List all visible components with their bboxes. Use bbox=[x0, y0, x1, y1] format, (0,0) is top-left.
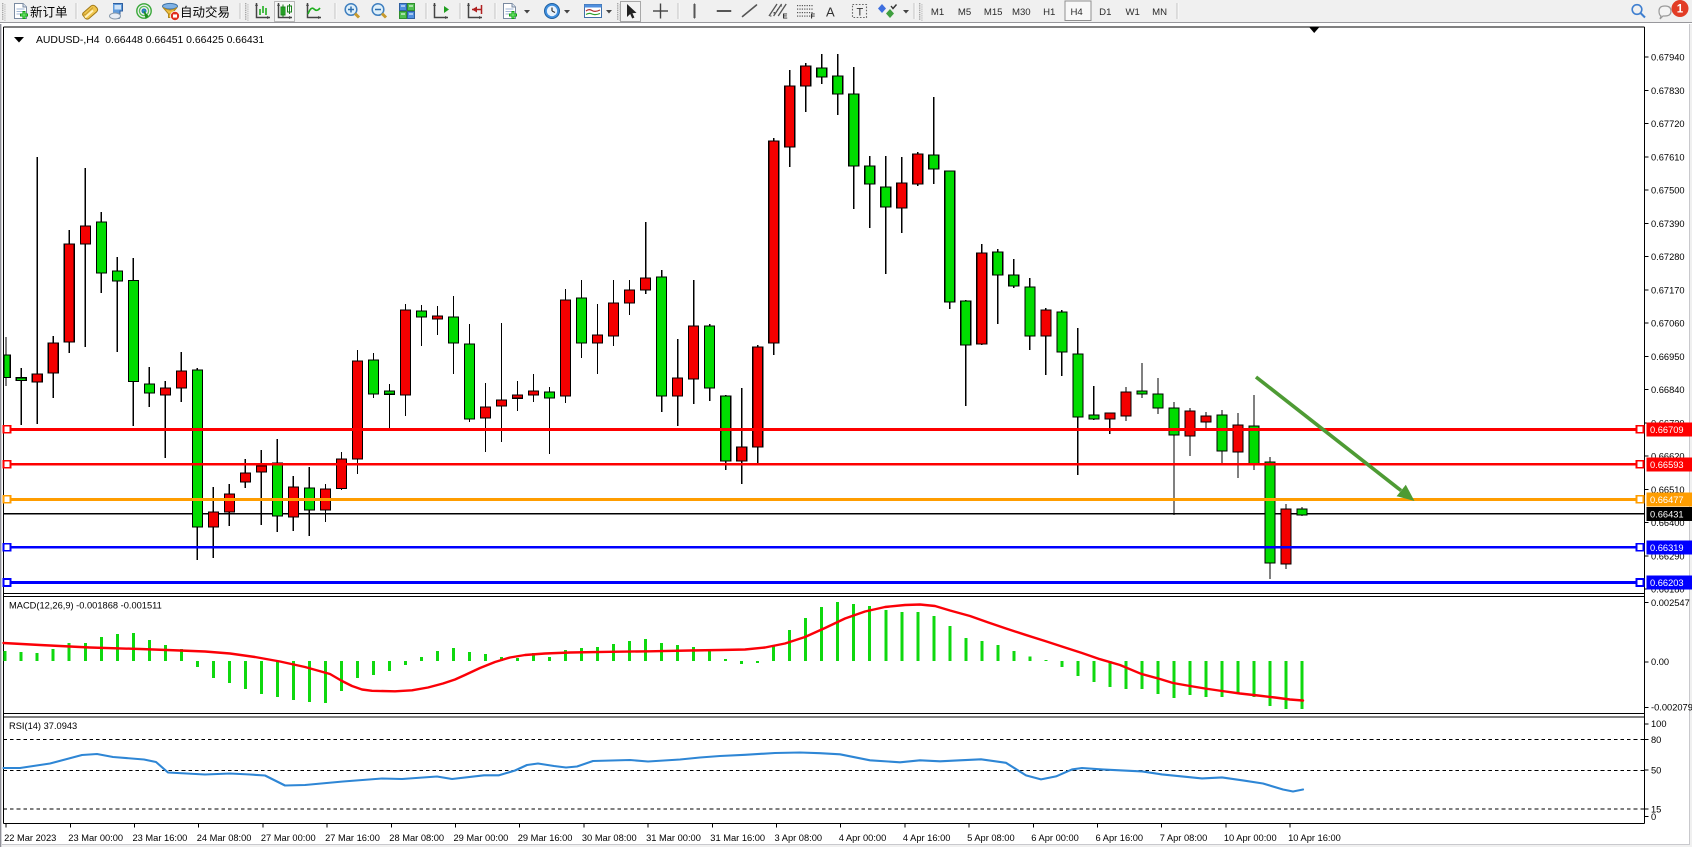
svg-text:0.67610: 0.67610 bbox=[1651, 152, 1685, 162]
svg-text:29 Mar 00:00: 29 Mar 00:00 bbox=[454, 833, 509, 843]
svg-text:1: 1 bbox=[1677, 4, 1684, 16]
svg-text:0.66290: 0.66290 bbox=[1651, 551, 1685, 561]
svg-text:0: 0 bbox=[1651, 812, 1656, 822]
svg-text:0.67280: 0.67280 bbox=[1651, 252, 1685, 262]
svg-text:M5: M5 bbox=[958, 7, 971, 18]
svg-text:0.67060: 0.67060 bbox=[1651, 319, 1685, 329]
svg-text:0.67720: 0.67720 bbox=[1651, 119, 1685, 129]
svg-text:80: 80 bbox=[1651, 735, 1661, 745]
svg-text:RSI(14) 37.0943: RSI(14) 37.0943 bbox=[9, 721, 77, 731]
svg-text:D1: D1 bbox=[1099, 7, 1111, 18]
svg-text:23 Mar 16:00: 23 Mar 16:00 bbox=[133, 833, 188, 843]
svg-text:10 Apr 00:00: 10 Apr 00:00 bbox=[1224, 833, 1277, 843]
svg-text:0.66477: 0.66477 bbox=[1650, 495, 1684, 505]
svg-text:30 Mar 08:00: 30 Mar 08:00 bbox=[582, 833, 637, 843]
svg-text:4 Apr 00:00: 4 Apr 00:00 bbox=[839, 833, 887, 843]
svg-text:MACD(12,26,9) -0.001868 -0.001: MACD(12,26,9) -0.001868 -0.001511 bbox=[9, 601, 162, 611]
svg-text:100: 100 bbox=[1651, 719, 1667, 729]
svg-text:6 Apr 00:00: 6 Apr 00:00 bbox=[1031, 833, 1079, 843]
svg-text:0.66431: 0.66431 bbox=[1650, 509, 1684, 519]
svg-text:0.66709: 0.66709 bbox=[1650, 425, 1684, 435]
svg-text:AUDUSD-,H4 0.66448 0.66451 0.: AUDUSD-,H4 0.66448 0.66451 0.66425 0.664… bbox=[36, 35, 264, 46]
svg-text:0.67940: 0.67940 bbox=[1651, 53, 1685, 63]
svg-text:0.66620: 0.66620 bbox=[1651, 452, 1685, 462]
svg-text:M30: M30 bbox=[1012, 7, 1031, 18]
svg-text:A: A bbox=[826, 5, 835, 20]
svg-text:新订单: 新订单 bbox=[30, 5, 68, 20]
svg-text:0.00: 0.00 bbox=[1651, 657, 1669, 667]
svg-text:0.66203: 0.66203 bbox=[1650, 578, 1684, 588]
svg-text:M15: M15 bbox=[984, 7, 1003, 18]
svg-text:50: 50 bbox=[1651, 766, 1661, 776]
svg-text:自动交易: 自动交易 bbox=[180, 5, 230, 20]
svg-text:T: T bbox=[857, 7, 864, 19]
svg-text:0.66400: 0.66400 bbox=[1651, 518, 1685, 528]
svg-text:22 Mar 2023: 22 Mar 2023 bbox=[4, 833, 56, 843]
svg-text:0.66319: 0.66319 bbox=[1650, 543, 1684, 553]
svg-text:0.66510: 0.66510 bbox=[1651, 485, 1685, 495]
svg-text:MN: MN bbox=[1152, 7, 1167, 18]
svg-text:E: E bbox=[783, 12, 788, 21]
svg-text:4 Apr 16:00: 4 Apr 16:00 bbox=[903, 833, 951, 843]
svg-text:0.67500: 0.67500 bbox=[1651, 186, 1685, 196]
svg-text:0.66950: 0.66950 bbox=[1651, 352, 1685, 362]
svg-text:28 Mar 08:00: 28 Mar 08:00 bbox=[389, 833, 444, 843]
svg-text:27 Mar 16:00: 27 Mar 16:00 bbox=[325, 833, 380, 843]
svg-text:0.67170: 0.67170 bbox=[1651, 285, 1685, 295]
svg-text:0.67390: 0.67390 bbox=[1651, 219, 1685, 229]
svg-text:31 Mar 16:00: 31 Mar 16:00 bbox=[710, 833, 765, 843]
svg-text:23 Mar 00:00: 23 Mar 00:00 bbox=[68, 833, 123, 843]
svg-text:27 Mar 00:00: 27 Mar 00:00 bbox=[261, 833, 316, 843]
svg-text:31 Mar 00:00: 31 Mar 00:00 bbox=[646, 833, 701, 843]
svg-text:6 Apr 16:00: 6 Apr 16:00 bbox=[1096, 833, 1144, 843]
svg-text:0.66840: 0.66840 bbox=[1651, 385, 1685, 395]
svg-text:-0.002079: -0.002079 bbox=[1651, 703, 1692, 713]
svg-text:15: 15 bbox=[1651, 804, 1661, 814]
svg-text:0.66593: 0.66593 bbox=[1650, 460, 1684, 470]
svg-text:H1: H1 bbox=[1043, 7, 1055, 18]
svg-text:3 Apr 08:00: 3 Apr 08:00 bbox=[775, 833, 823, 843]
svg-text:W1: W1 bbox=[1126, 7, 1140, 18]
svg-text:29 Mar 16:00: 29 Mar 16:00 bbox=[518, 833, 573, 843]
svg-text:5 Apr 08:00: 5 Apr 08:00 bbox=[967, 833, 1015, 843]
svg-text:M1: M1 bbox=[931, 7, 944, 18]
svg-text:10 Apr 16:00: 10 Apr 16:00 bbox=[1288, 833, 1341, 843]
svg-text:H4: H4 bbox=[1070, 7, 1083, 18]
svg-text:24 Mar 08:00: 24 Mar 08:00 bbox=[197, 833, 252, 843]
svg-text:0.002547: 0.002547 bbox=[1651, 598, 1690, 608]
svg-text:7 Apr 08:00: 7 Apr 08:00 bbox=[1160, 833, 1208, 843]
svg-text:F: F bbox=[811, 12, 816, 21]
svg-text:0.67830: 0.67830 bbox=[1651, 86, 1685, 96]
